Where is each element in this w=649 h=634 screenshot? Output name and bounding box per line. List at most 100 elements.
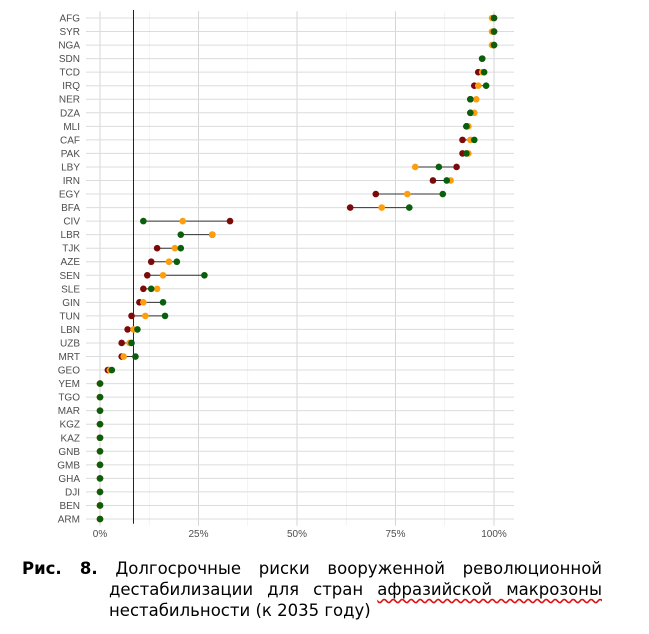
point-pak-2 (463, 150, 470, 157)
point-egy-0 (372, 190, 380, 198)
point-sen-2 (201, 271, 208, 279)
point-dza-2 (467, 109, 474, 117)
point-aze-2 (173, 258, 181, 266)
y-tick-label-gmb: GMB (57, 460, 80, 471)
point-ben-2 (96, 502, 104, 509)
point-civ-1 (179, 217, 187, 225)
grid (86, 11, 514, 526)
y-tick-label-kaz: KAZ (61, 433, 80, 444)
point-aze-0 (147, 258, 155, 266)
y-tick-label-gnb: GNB (58, 447, 80, 458)
point-lbn-2 (134, 326, 141, 333)
y-tick-label-bfa: BFA (61, 203, 80, 214)
x-tick-label: 0% (93, 529, 108, 540)
point-irn-0 (429, 177, 437, 184)
y-tick-label-sle: SLE (61, 284, 80, 295)
point-kgz-2 (96, 420, 104, 428)
figure-caption: Рис. 8. Долгосрочные риски вооруженной р… (22, 558, 602, 621)
y-tick-label-uzb: UZB (60, 338, 80, 349)
y-tick-label-dza: DZA (60, 108, 80, 119)
point-sen-0 (143, 271, 151, 279)
point-sdn-2 (478, 55, 486, 62)
y-tick-label-tjk: TJK (62, 244, 80, 255)
y-tick-label-egy: EGY (59, 190, 80, 201)
point-aze-1 (165, 258, 173, 266)
point-gmb-2 (96, 461, 104, 469)
point-irq-1 (474, 82, 482, 90)
point-tcd-2 (480, 68, 488, 76)
y-tick-label-irq: IRQ (62, 81, 80, 92)
point-irn-2 (443, 177, 451, 184)
y-tick-label-dji: DJI (65, 487, 80, 498)
y-tick-label-geo: GEO (58, 366, 80, 377)
y-tick-label-tgo: TGO (58, 393, 80, 404)
point-gin-2 (159, 299, 167, 306)
point-egy-1 (404, 190, 411, 198)
caption-line-1: Долгосрочные риски вооруженной революцио… (115, 559, 603, 578)
y-tick-label-tcd: TCD (59, 68, 80, 79)
point-gnb-2 (96, 447, 104, 455)
point-caf-2 (471, 136, 478, 144)
y-tick-label-kgz: KGZ (59, 420, 80, 431)
point-sle-1 (153, 285, 161, 293)
point-lby-2 (435, 163, 443, 171)
point-civ-2 (140, 217, 147, 225)
x-axis-tick-labels: 0% 25% 50% 75% 100% (93, 529, 507, 540)
y-tick-label-sen: SEN (59, 271, 80, 282)
y-tick-label-syr: SYR (59, 27, 80, 38)
point-gin-1 (140, 299, 147, 306)
point-lbr-1 (208, 231, 216, 238)
point-bfa-2 (405, 204, 413, 211)
x-tick-label: 100% (481, 529, 507, 540)
y-tick-label-mli: MLI (63, 122, 80, 133)
x-tick-label: 50% (287, 529, 307, 540)
data-points (96, 14, 498, 523)
y-tick-label-pak: PAK (61, 149, 81, 160)
point-mrt-2 (132, 353, 139, 360)
y-tick-label-civ: CIV (63, 217, 80, 228)
point-lbn-0 (124, 326, 131, 333)
point-lby-0 (453, 163, 460, 171)
y-tick-label-irn: IRN (63, 176, 80, 187)
point-tun-0 (128, 312, 135, 320)
y-tick-label-lbr: LBR (61, 230, 80, 241)
x-tick-label: 25% (188, 529, 208, 540)
point-dji-2 (96, 488, 104, 496)
point-mar-2 (96, 407, 104, 414)
point-sle-2 (147, 285, 155, 293)
point-tjk-1 (171, 244, 179, 252)
y-tick-label-mar: MAR (58, 406, 80, 417)
point-sle-0 (140, 285, 147, 293)
y-tick-label-ben: BEN (59, 501, 80, 512)
point-tgo-2 (96, 393, 104, 401)
y-tick-label-aze: AZE (61, 257, 81, 268)
y-axis-tick-labels: AFG SYR NGA SDN TCD IRQ NER DZA MLI CAF PAK LBY IRN E… (57, 14, 80, 526)
point-ner-1 (472, 95, 480, 103)
point-afg-2 (490, 14, 498, 22)
point-egy-2 (439, 190, 447, 198)
y-tick-label-nga: NGA (58, 41, 80, 52)
x-tick-label: 75% (385, 529, 405, 540)
point-tjk-0 (153, 244, 161, 252)
y-tick-label-ner: NER (59, 95, 80, 106)
point-kaz-2 (96, 434, 104, 442)
caption-line-3: нестабильности (к 2035 году) (109, 601, 371, 620)
dot-plot-chart: AFG SYR NGA SDN TCD IRQ NER DZA MLI CAF PAK LBY IRN E… (57, 10, 514, 540)
point-nga-2 (490, 41, 498, 49)
caption-line-2a: дестабилизации для стран (109, 580, 378, 599)
caption-lead: Рис. 8. (22, 559, 98, 578)
point-mli-2 (463, 123, 470, 130)
point-bfa-1 (378, 204, 386, 211)
y-tick-label-lbn: LBN (61, 325, 80, 336)
y-tick-label-arm: ARM (58, 515, 80, 526)
point-mrt-1 (120, 353, 127, 360)
point-sen-1 (159, 271, 167, 279)
point-gha-2 (96, 475, 104, 482)
point-lbr-2 (177, 231, 185, 238)
point-bfa-0 (346, 204, 354, 211)
y-tick-label-gha: GHA (58, 474, 80, 485)
point-tjk-2 (177, 244, 185, 252)
point-caf-0 (459, 136, 466, 144)
point-uzb-2 (128, 339, 135, 347)
y-tick-label-afg: AFG (59, 14, 80, 25)
